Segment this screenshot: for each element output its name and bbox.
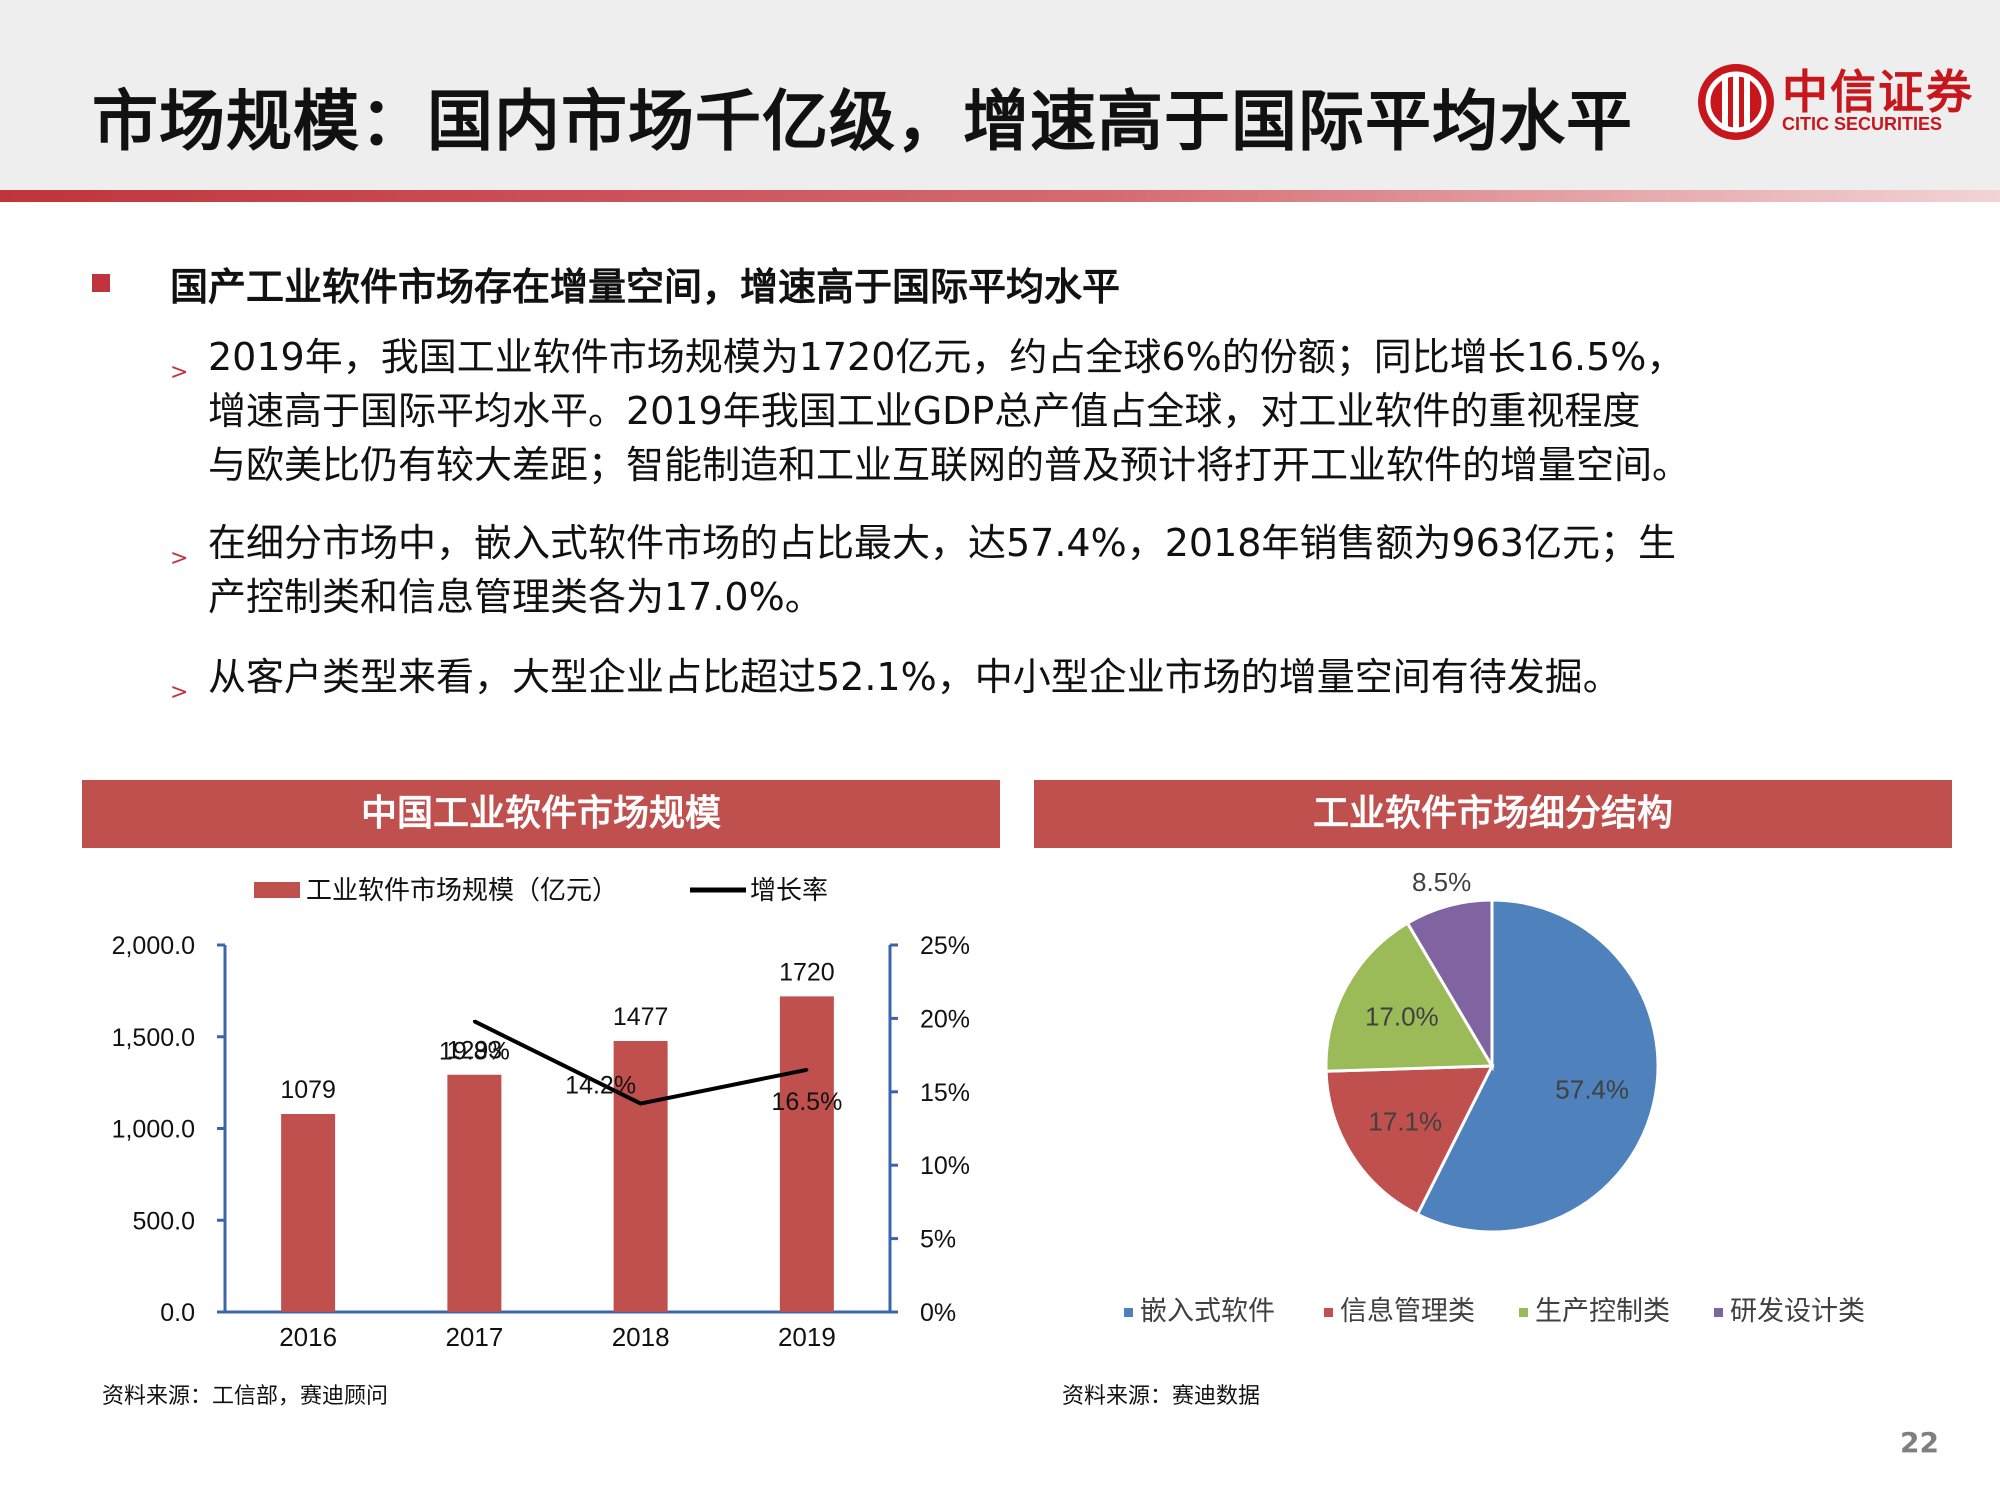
right-axis-tick-label: 5% — [920, 1226, 956, 1254]
growth-rate-label: 19.8% — [439, 1037, 510, 1065]
x-axis-tick-label: 2019 — [778, 1322, 836, 1352]
bar-value-label: 1720 — [779, 958, 835, 986]
bar-2016 — [281, 1114, 336, 1312]
legend-swatch-bar — [254, 882, 300, 898]
sub-bullet-text: 2019年，我国工业软件市场规模为1720亿元，约占全球6%的份额；同比增长16… — [208, 335, 1691, 487]
left-axis-tick-label: 0.0 — [160, 1299, 195, 1327]
legend-swatch — [1324, 1308, 1333, 1317]
pie-value-label: 57.4% — [1555, 1075, 1629, 1105]
legend-label: 生产控制类 — [1535, 1296, 1670, 1326]
header-divider — [0, 190, 2000, 202]
bar-value-label: 1477 — [613, 1003, 669, 1031]
bar-value-label: 1293 — [447, 1037, 503, 1065]
header: 市场规模：国内市场千亿级，增速高于国际平均水平 中信证券 CITIC SECUR… — [0, 0, 2000, 190]
growth-rate-label: 16.5% — [771, 1088, 842, 1116]
growth-rate-point — [639, 1102, 643, 1106]
pie-value-label: 17.0% — [1365, 1001, 1439, 1031]
growth-rate-label: 14.2% — [565, 1072, 636, 1100]
right-axis-tick-label: 15% — [920, 1079, 970, 1107]
left-axis-tick-label: 1,000.0 — [112, 1116, 195, 1144]
legend-label-line: 增长率 — [750, 875, 828, 905]
legend-swatch — [1124, 1308, 1133, 1317]
bar-value-label: 1079 — [280, 1076, 336, 1104]
sub-bullet-text: 从客户类型来看，大型企业占比超过52.1%，中小型企业市场的增量空间有待发掘。 — [208, 655, 1621, 699]
growth-rate-point — [472, 1019, 476, 1023]
bar-chart-title: 中国工业软件市场规模 — [82, 780, 1000, 848]
left-axis-tick-label: 500.0 — [132, 1207, 195, 1235]
right-axis-tick-label: 25% — [920, 932, 970, 960]
legend-swatch — [1519, 1308, 1528, 1317]
arrow-bullet-icon: > — [170, 680, 189, 705]
x-axis-tick-label: 2017 — [445, 1322, 503, 1352]
legend-label: 研发设计类 — [1730, 1296, 1865, 1326]
page-number: 22 — [1900, 1426, 1939, 1459]
pie-slice-信息管理类 — [1324, 1064, 1495, 1217]
legend-label: 信息管理类 — [1340, 1296, 1475, 1326]
sub-bullet-text: 在细分市场中，嵌入式软件市场的占比最大，达57.4%，2018年销售额为963亿… — [208, 521, 1676, 619]
pie-chart: 57.4% 17.1% 17.0% 8.5% 嵌入式软件 信息管理类 生产控制类 研发设计类 — [1124, 867, 1865, 1326]
bar-2019 — [779, 996, 834, 1312]
right-axis-tick-label: 0% — [920, 1299, 956, 1327]
growth-rate-point — [805, 1068, 809, 1072]
bar-2018 — [613, 1040, 668, 1312]
legend-label: 嵌入式软件 — [1140, 1296, 1275, 1326]
pie-value-label: 8.5% — [1412, 867, 1471, 897]
logo-text-cn: 中信证券 — [1782, 65, 1974, 119]
pie-slice-嵌入式软件 — [1415, 898, 1660, 1234]
bar-chart-source: 资料来源：工信部，赛迪顾问 — [102, 1384, 389, 1409]
legend-swatch — [1714, 1308, 1723, 1317]
x-axis-tick-label: 2018 — [612, 1322, 670, 1352]
pie-slice-研发设计类 — [1405, 898, 1494, 1072]
main-bullet-text: 国产工业软件市场存在增量空间，增速高于国际平均水平 — [170, 265, 1121, 309]
left-axis-tick-label: 1,500.0 — [112, 1024, 195, 1052]
pie-slice-生产控制类 — [1324, 921, 1495, 1073]
pie-chart-source: 资料来源：赛迪数据 — [1062, 1384, 1261, 1409]
left-axis-tick-label: 2,000.0 — [112, 932, 195, 960]
right-axis-tick-label: 20% — [920, 1005, 970, 1033]
arrow-bullet-icon: > — [170, 546, 189, 571]
right-axis-tick-label: 10% — [920, 1152, 970, 1180]
x-axis-tick-label: 2016 — [279, 1322, 337, 1352]
page-title: 市场规模：国内市场千亿级，增速高于国际平均水平 — [92, 83, 1633, 160]
citic-logo-icon — [1698, 64, 1774, 140]
bar-2017 — [447, 1074, 502, 1312]
arrow-bullet-icon: > — [170, 360, 189, 385]
bar-line-chart: 0.0 500.0 1,000.0 1,500.0 2,000.0 0% 5% 10% 15% 2… — [112, 875, 970, 1352]
legend-label-bar: 工业软件市场规模（亿元） — [306, 875, 618, 905]
pie-chart-title: 工业软件市场细分结构 — [1034, 780, 1952, 848]
logo-text-en: CITIC SECURITIES — [1782, 114, 1943, 134]
square-bullet-icon — [92, 274, 110, 292]
pie-value-label: 17.1% — [1368, 1106, 1442, 1136]
